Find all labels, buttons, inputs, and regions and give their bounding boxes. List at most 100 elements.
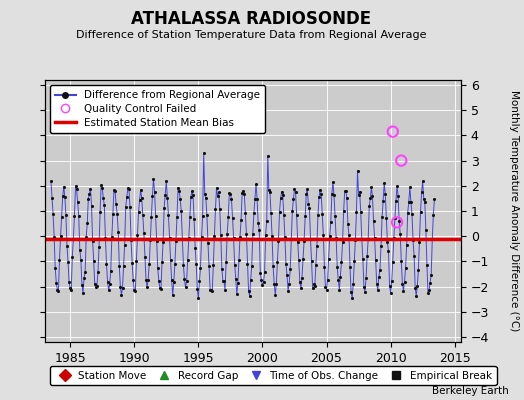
Point <box>121 241 129 248</box>
Point <box>413 282 421 289</box>
Point <box>62 212 70 218</box>
Point <box>199 213 207 220</box>
Point <box>298 274 306 281</box>
Point <box>339 239 347 246</box>
Point <box>163 194 171 201</box>
Point <box>424 290 432 296</box>
Point <box>179 262 188 268</box>
Point <box>90 257 98 264</box>
Point <box>272 281 280 288</box>
Point <box>392 198 400 204</box>
Point <box>50 234 58 240</box>
Point <box>232 275 240 282</box>
Point <box>150 188 159 195</box>
Point <box>200 150 208 156</box>
Point <box>320 263 329 270</box>
Point <box>265 187 273 194</box>
Point <box>221 286 229 293</box>
Point <box>151 212 160 219</box>
Point <box>143 284 151 290</box>
Point <box>135 196 144 203</box>
Point <box>379 198 387 204</box>
Point <box>178 236 187 242</box>
Point <box>188 188 196 194</box>
Point <box>355 188 364 195</box>
Point <box>238 189 246 196</box>
Point <box>205 262 213 269</box>
Point <box>54 288 62 294</box>
Point <box>310 280 318 287</box>
Point <box>324 256 333 262</box>
Point <box>242 230 250 237</box>
Point <box>284 287 292 294</box>
Point <box>164 212 172 218</box>
Point <box>309 285 317 291</box>
Point <box>85 191 94 198</box>
Point <box>353 168 362 174</box>
Point <box>96 209 104 216</box>
Point <box>86 186 95 192</box>
Point <box>59 193 67 200</box>
Point <box>293 238 302 245</box>
Point <box>214 189 223 195</box>
Point <box>323 277 332 283</box>
Point <box>66 285 74 292</box>
Point <box>318 210 326 217</box>
Point <box>104 287 113 294</box>
Point <box>391 215 399 221</box>
Point <box>227 196 236 202</box>
Point <box>373 280 381 287</box>
Point <box>430 196 439 202</box>
Point <box>287 236 296 242</box>
Point <box>280 212 288 218</box>
Point <box>183 257 192 263</box>
Point <box>172 238 180 244</box>
Point <box>133 232 141 238</box>
Point <box>129 276 137 283</box>
Point <box>328 191 336 197</box>
Point <box>108 211 117 218</box>
Point <box>286 266 294 272</box>
Point <box>312 262 320 268</box>
Point <box>141 254 149 261</box>
Point <box>198 234 206 240</box>
Point <box>358 255 367 262</box>
Point <box>209 262 217 268</box>
Point <box>273 258 281 265</box>
Point <box>426 279 434 286</box>
Point <box>162 178 170 184</box>
Point <box>217 266 226 272</box>
Point <box>343 194 351 201</box>
Point <box>319 232 328 238</box>
Point <box>389 258 397 265</box>
Point <box>81 269 89 275</box>
Point <box>421 199 429 205</box>
Point <box>397 258 406 264</box>
Point <box>239 188 247 194</box>
Point <box>144 276 152 283</box>
Point <box>429 212 438 218</box>
Point <box>243 261 252 267</box>
Point <box>380 180 388 186</box>
Point <box>67 286 75 293</box>
Point <box>240 191 248 197</box>
Point <box>136 186 145 193</box>
Point <box>279 192 287 199</box>
Point <box>317 190 325 197</box>
Point <box>196 264 205 271</box>
Point <box>61 194 69 200</box>
Point <box>362 275 370 281</box>
Point <box>125 186 133 192</box>
Point <box>345 232 353 238</box>
Point <box>344 221 352 228</box>
Point <box>97 182 105 188</box>
Point <box>195 278 204 284</box>
Point <box>283 272 291 278</box>
Point <box>58 214 66 220</box>
Point <box>281 233 289 240</box>
Point <box>406 184 414 190</box>
Point <box>403 209 412 216</box>
Point <box>145 261 154 268</box>
Point <box>398 281 407 287</box>
Point <box>116 284 125 290</box>
